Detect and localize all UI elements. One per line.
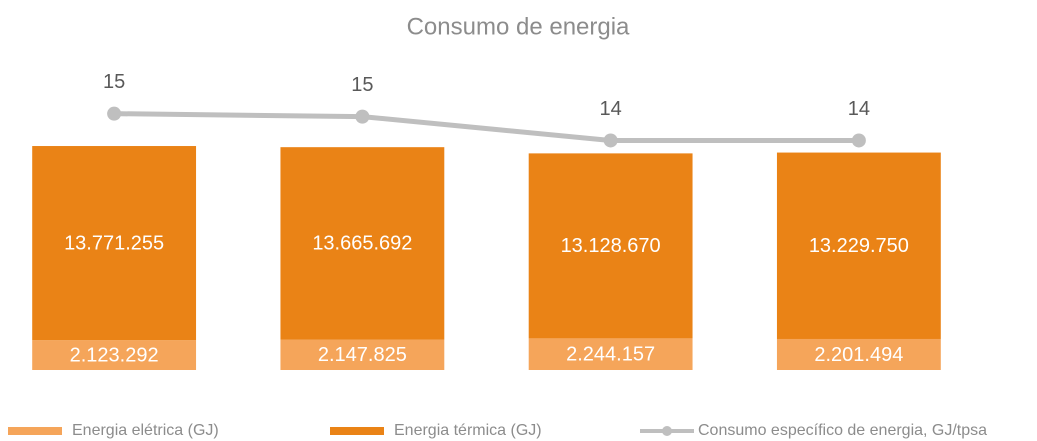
bar-segment [280,147,445,340]
data-label: 2.147.825 [318,344,407,366]
chart-title: Consumo de energia [407,13,630,40]
line [114,111,859,143]
data-label: 13.665.692 [312,233,412,255]
legend-swatch [330,427,384,435]
bar-segment [32,340,197,370]
legend-label: Energia térmica (GJ) [394,422,542,439]
line-marker [355,109,370,124]
bar-segment [32,146,197,341]
data-label: 2.201.494 [814,344,903,366]
data-label: 14 [600,98,622,120]
data-label: 13.128.670 [561,235,661,257]
data-label: 15 [351,74,373,96]
data-label: 2.123.292 [70,344,159,366]
data-label: 15 [103,71,125,93]
legend-label: Energia elétrica (GJ) [72,422,219,439]
bar-segment [528,153,693,339]
line-marker [603,133,618,148]
bar-segment [776,338,941,370]
legend-marker [662,426,672,436]
data-label: 2.244.157 [566,343,655,365]
data-label: 13.229.750 [809,235,909,257]
legend-label: Consumo específico de energia, GJ/tpsa [698,422,987,439]
data-label: 13.771.255 [64,232,164,254]
data-label: 14 [848,98,870,120]
line-marker [107,106,122,121]
line-marker [851,133,866,148]
bar-segment [776,152,941,339]
legend-swatch [8,427,62,435]
bar-segment [528,338,693,370]
bar-segment [280,339,445,370]
